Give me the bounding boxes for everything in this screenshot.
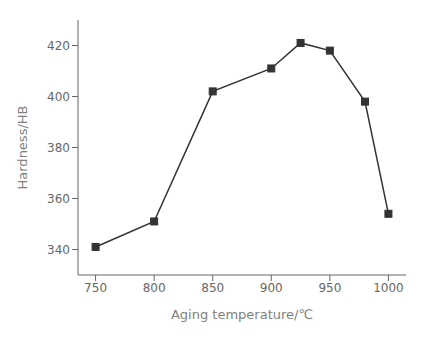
- svg-text:340: 340: [47, 243, 70, 257]
- svg-text:800: 800: [143, 281, 166, 295]
- svg-text:750: 750: [84, 281, 107, 295]
- svg-text:380: 380: [47, 141, 70, 155]
- svg-text:Aging temperature/℃: Aging temperature/℃: [171, 307, 313, 322]
- svg-text:900: 900: [260, 281, 283, 295]
- svg-text:360: 360: [47, 192, 70, 206]
- svg-text:Hardness/HB: Hardness/HB: [15, 106, 30, 190]
- svg-text:850: 850: [201, 281, 224, 295]
- svg-text:420: 420: [47, 39, 70, 53]
- svg-text:1000: 1000: [373, 281, 404, 295]
- svg-text:400: 400: [47, 90, 70, 104]
- svg-text:950: 950: [318, 281, 341, 295]
